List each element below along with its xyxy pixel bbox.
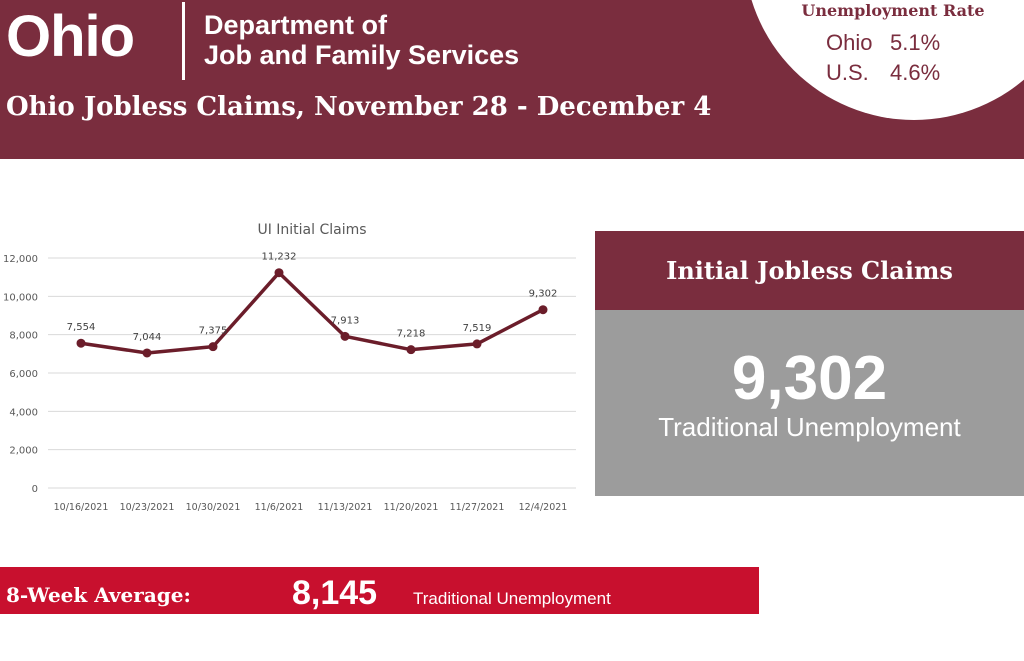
eight-week-average-value: 8,145 [292,574,378,612]
x-tick-label: 10/16/2021 [54,502,109,513]
data-point [472,339,482,349]
data-label: 7,044 [133,332,162,343]
y-tick-label: 4,000 [9,407,38,418]
initial-claims-panel: Initial Jobless Claims 9,302 Traditional… [595,231,1024,496]
data-label: 7,519 [463,323,492,334]
report-title: Ohio Jobless Claims, November 28 - Decem… [6,92,712,122]
x-tick-label: 10/30/2021 [186,502,241,513]
initial-claims-chart: UI Initial Claims 0 2,000 4,000 6,000 8,000 10… [0,210,590,530]
rate-value-us: 4.6% [890,60,941,85]
x-tick-label: 10/23/2021 [120,502,175,513]
initial-claims-caption: Traditional Unemployment [658,412,961,442]
initial-claims-header: Initial Jobless Claims [595,231,1024,310]
data-label: 7,913 [331,315,360,326]
data-label: 9,302 [529,289,558,300]
x-tick-label: 11/13/2021 [318,502,373,513]
x-tick-label: 12/4/2021 [519,502,568,513]
data-point [76,338,86,348]
x-tick-label: 11/6/2021 [255,502,304,513]
data-label: 7,375 [199,326,228,337]
eight-week-average-bar: 8-Week Average: 8,145 Traditional Unempl… [0,567,759,614]
ohio-logo: Ohio [6,4,135,69]
initial-claims-body: 9,302 Traditional Unemployment [595,310,1024,496]
data-point [142,348,152,358]
header-banner: Ohio Department of Job and Family Servic… [0,0,1024,159]
unemployment-rate-ohio: Ohio 5.1% [826,30,976,56]
data-point [208,342,218,352]
logo-divider [182,2,185,80]
line-chart-svg: UI Initial Claims 0 2,000 4,000 6,000 8,000 10… [3,222,576,513]
x-tick-label: 11/27/2021 [450,502,505,513]
data-label: 7,554 [67,322,96,333]
data-point [406,345,416,355]
department-name-line1: Department of [204,10,388,40]
eight-week-average-caption: Traditional Unemployment [413,589,611,608]
rate-label-ohio: Ohio [826,30,873,55]
eight-week-average-label: 8-Week Average: [6,583,191,607]
rate-value-ohio: 5.1% [890,30,941,55]
y-tick-label: 12,000 [3,254,38,265]
data-point [274,268,284,278]
chart-title: UI Initial Claims [257,222,366,238]
data-label: 11,232 [262,252,297,263]
y-tick-label: 0 [32,484,38,495]
y-tick-label: 6,000 [9,369,38,380]
data-label: 7,218 [397,329,426,340]
rate-label-us: U.S. [826,60,869,85]
department-name-line2: Job and Family Services [204,40,520,70]
unemployment-rate-title: Unemployment Rate [801,1,985,20]
initial-claims-value: 9,302 [731,344,888,413]
initial-claims-title: Initial Jobless Claims [666,256,953,285]
y-tick-label: 8,000 [9,331,38,342]
series-line [80,270,544,355]
x-tick-label: 11/20/2021 [384,502,439,513]
y-tick-label: 10,000 [3,292,38,303]
unemployment-rate-us: U.S. 4.6% [826,60,976,86]
y-tick-label: 2,000 [9,446,38,457]
data-point [538,305,548,315]
data-point [340,331,350,341]
